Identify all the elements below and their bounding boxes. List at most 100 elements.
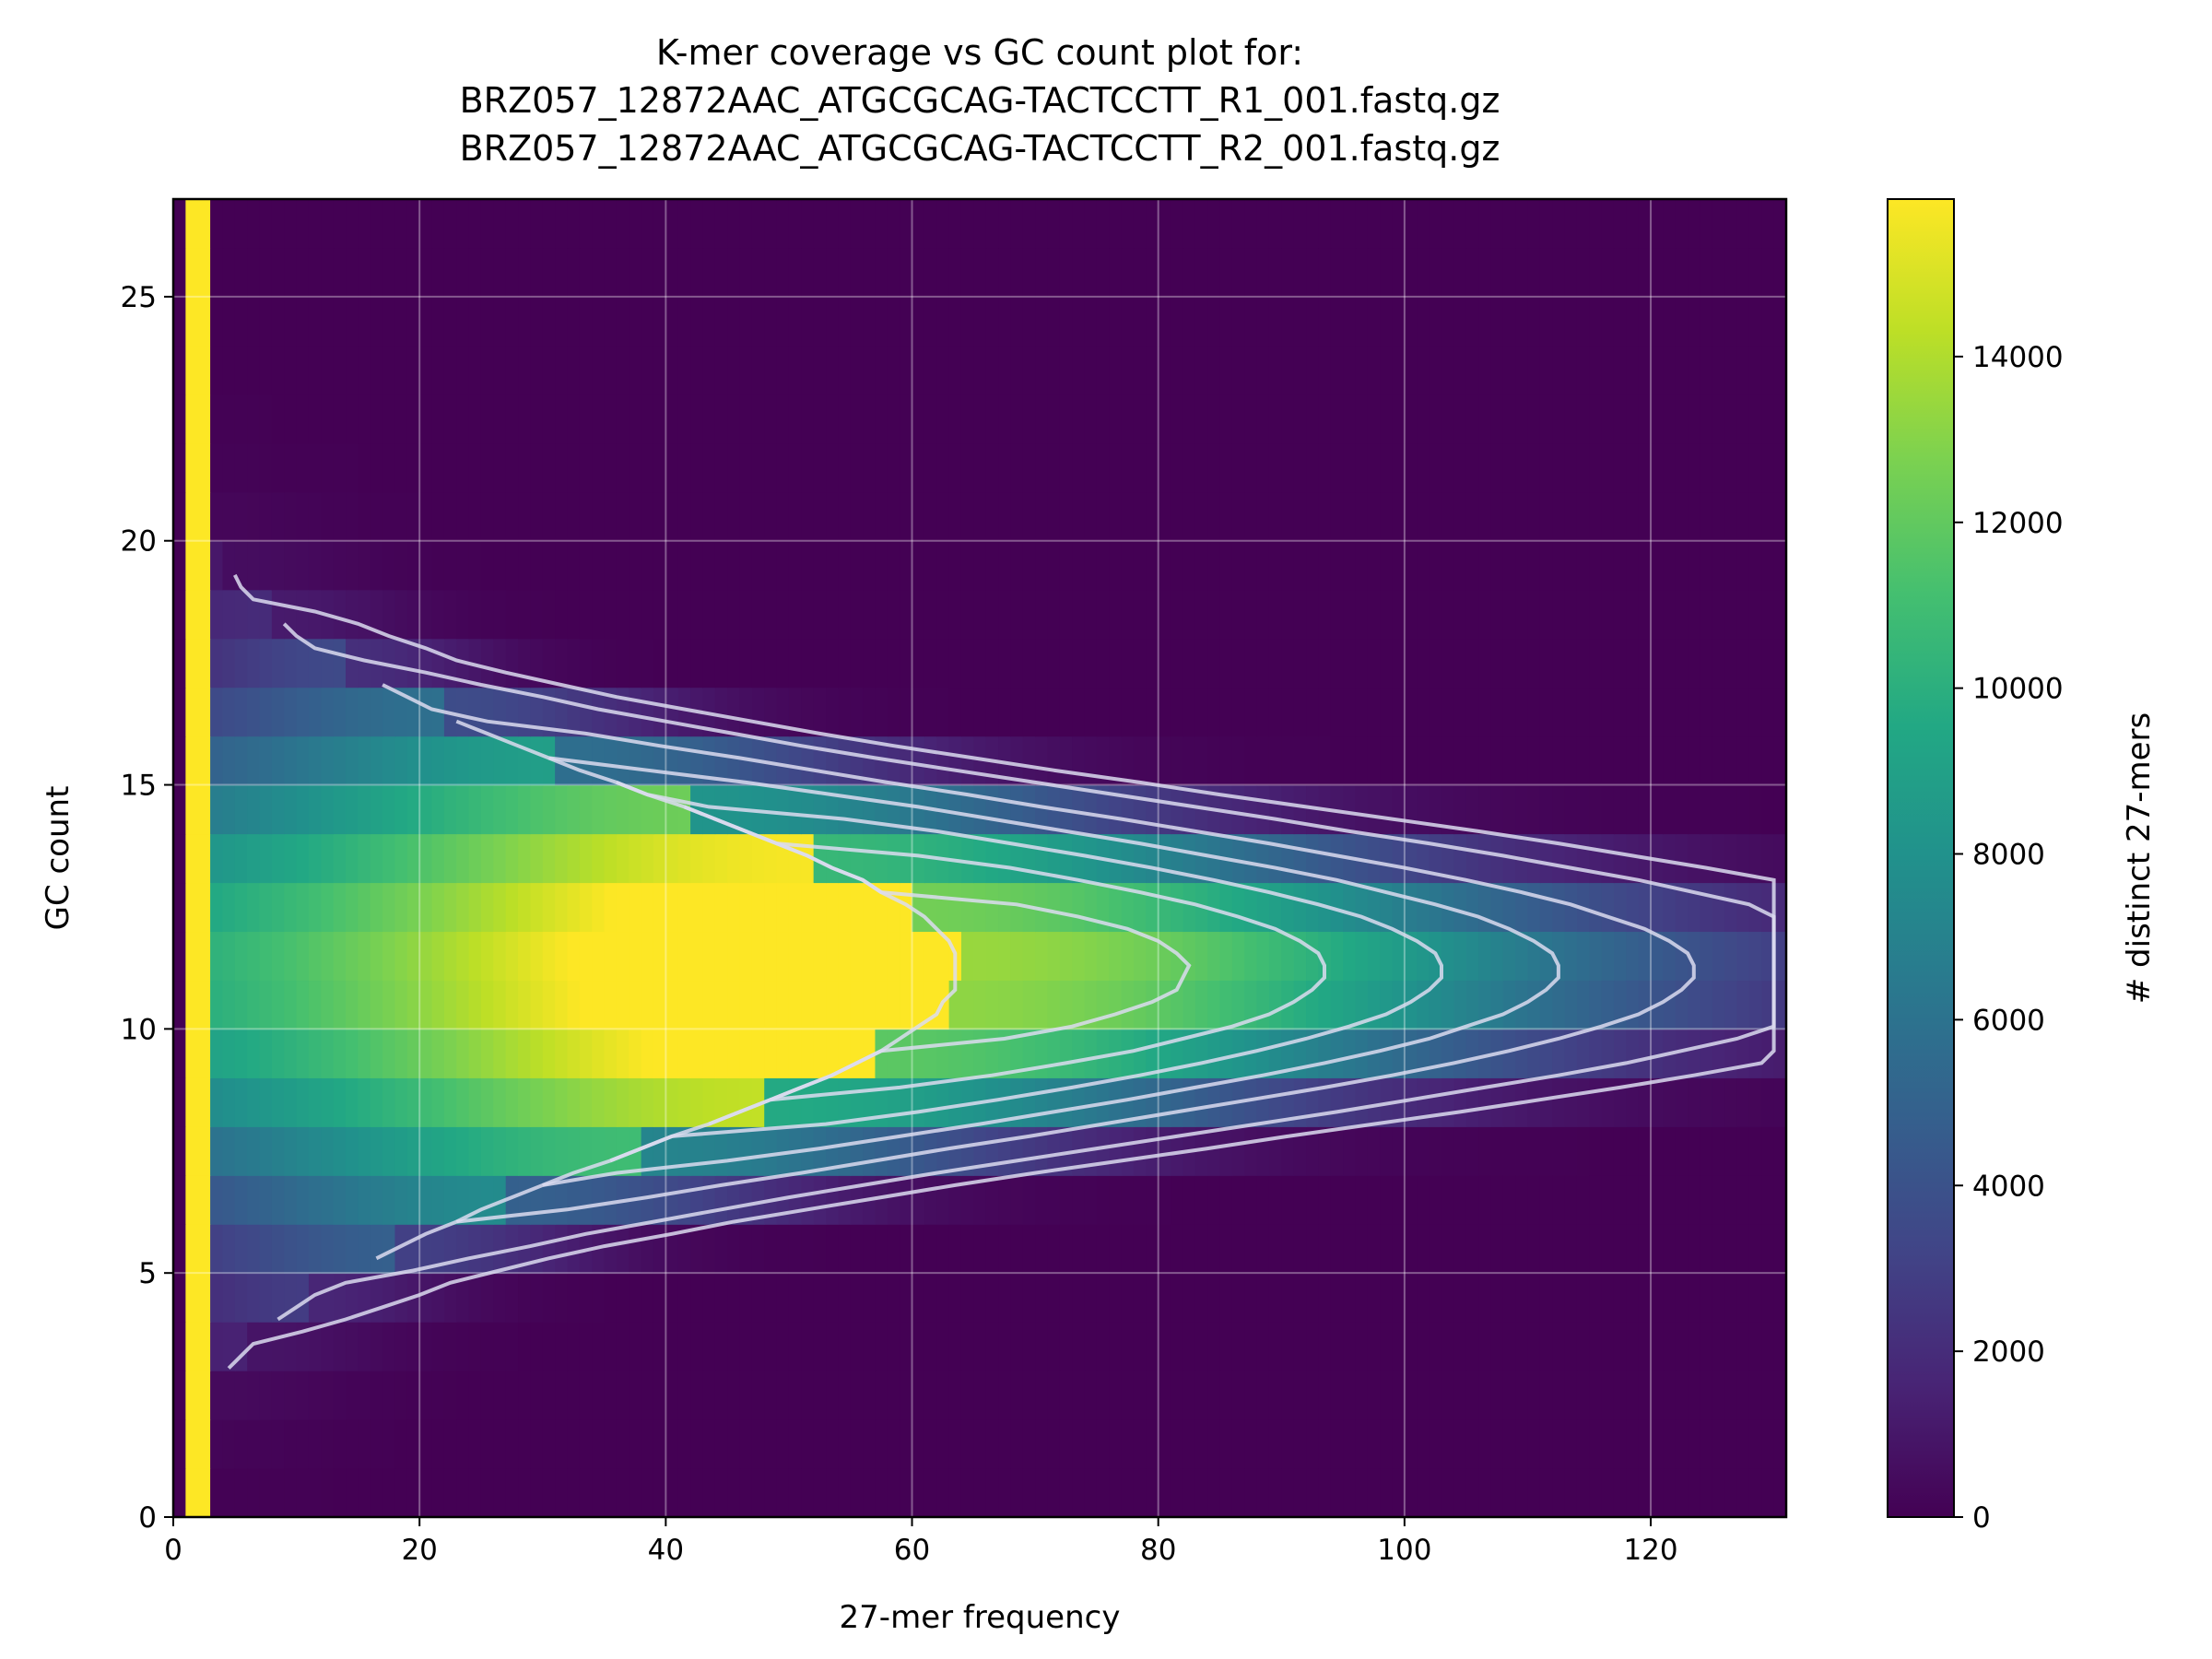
heatmap-cell: [321, 882, 335, 933]
heatmap-cell: [1638, 931, 1652, 982]
heatmap-cell: [456, 833, 470, 884]
heatmap-cell: [1404, 199, 1418, 249]
heatmap-cell: [271, 1371, 285, 1420]
heatmap-cell: [1490, 1371, 1504, 1420]
heatmap-cell: [1748, 1224, 1762, 1274]
heatmap-cell: [616, 1419, 629, 1469]
heatmap-cell: [333, 345, 347, 395]
heatmap-cell: [518, 442, 532, 493]
heatmap-cell: [788, 442, 802, 493]
heatmap-cell: [1417, 1224, 1430, 1274]
heatmap-cell: [1158, 394, 1171, 444]
heatmap-cell: [604, 784, 618, 835]
heatmap-cell: [1367, 296, 1381, 347]
heatmap-cell: [1380, 735, 1394, 786]
heatmap-cell: [406, 491, 420, 542]
heatmap-cell: [863, 1322, 877, 1371]
heatmap-cell: [259, 589, 273, 640]
heatmap-cell: [1268, 833, 1282, 884]
heatmap-cell: [1121, 1322, 1135, 1371]
heatmap-cell: [813, 687, 827, 737]
heatmap-cell: [419, 882, 433, 933]
heatmap-cell: [1638, 247, 1652, 298]
heatmap-cell: [308, 1126, 322, 1176]
heatmap-cell: [468, 1077, 482, 1127]
heatmap-cell: [887, 589, 900, 640]
heatmap-cell: [382, 931, 396, 982]
heatmap-cell: [1182, 589, 1196, 640]
heatmap-cell: [567, 247, 581, 298]
heatmap-cell: [1256, 589, 1270, 640]
heatmap-cell: [419, 1322, 433, 1371]
heatmap-cell: [1465, 1224, 1479, 1274]
heatmap-cell: [1355, 1322, 1369, 1371]
heatmap-cell: [751, 394, 765, 444]
heatmap-cell: [1035, 394, 1049, 444]
heatmap-cell: [1748, 1175, 1762, 1225]
heatmap-cell: [1465, 833, 1479, 884]
heatmap-cell: [1059, 638, 1073, 688]
heatmap-cell: [296, 491, 310, 542]
heatmap-cell: [727, 833, 741, 884]
heatmap-cell: [1773, 1273, 1787, 1323]
heatmap-cell: [653, 1224, 666, 1274]
heatmap-cell: [1688, 931, 1701, 982]
heatmap-cell: [826, 1224, 839, 1274]
heatmap-cell: [1231, 540, 1245, 591]
heatmap-cell: [813, 1468, 827, 1518]
heatmap-cell: [1651, 882, 1665, 933]
heatmap-cell: [1084, 1077, 1098, 1127]
heatmap-cell: [222, 247, 236, 298]
heatmap-cell: [210, 199, 224, 249]
heatmap-cell: [1219, 1371, 1233, 1420]
heatmap-cell: [480, 1419, 494, 1469]
heatmap-cell: [1207, 345, 1221, 395]
heatmap-cell: [813, 394, 827, 444]
heatmap-cell: [936, 735, 950, 786]
heatmap-cell: [234, 1077, 248, 1127]
heatmap-cell: [333, 833, 347, 884]
heatmap-cell: [1712, 980, 1725, 1030]
heatmap-cell: [1268, 1371, 1282, 1420]
heatmap-cell: [1392, 687, 1406, 737]
heatmap-cell: [1207, 735, 1221, 786]
heatmap-cell: [1515, 784, 1529, 835]
heatmap-cell: [973, 394, 987, 444]
heatmap-cell: [1035, 1029, 1049, 1078]
heatmap-cell: [863, 1029, 877, 1078]
heatmap-cell: [1306, 247, 1319, 298]
heatmap-cell: [1712, 1419, 1725, 1469]
heatmap-cell: [1564, 980, 1578, 1030]
heatmap-cell: [1330, 735, 1344, 786]
heatmap-cell: [173, 1175, 186, 1225]
heatmap-cell: [259, 442, 273, 493]
heatmap-cell: [1502, 1224, 1516, 1274]
heatmap-cell: [468, 540, 482, 591]
heatmap-cell: [1084, 931, 1098, 982]
heatmap-cell: [443, 1175, 457, 1225]
heatmap-cell: [284, 1468, 298, 1518]
heatmap-cell: [1059, 1175, 1073, 1225]
heatmap-cell: [173, 199, 186, 249]
heatmap-cell: [247, 442, 261, 493]
heatmap-cell: [1022, 784, 1036, 835]
heatmap-cell: [1096, 589, 1110, 640]
heatmap-cell: [1465, 735, 1479, 786]
heatmap-cell: [801, 1273, 815, 1323]
heatmap-cell: [641, 1029, 654, 1078]
heatmap-cell: [431, 784, 445, 835]
heatmap-cell: [259, 687, 273, 737]
heatmap-cell: [1515, 735, 1529, 786]
heatmap-cell: [1010, 1224, 1024, 1274]
heatmap-cell: [284, 735, 298, 786]
heatmap-cell: [875, 589, 888, 640]
heatmap-cell: [1761, 687, 1775, 737]
heatmap-cell: [764, 442, 778, 493]
heatmap-cell: [308, 1029, 322, 1078]
heatmap-cell: [912, 1029, 925, 1078]
heatmap-cell: [173, 247, 186, 298]
heatmap-cell: [1207, 394, 1221, 444]
heatmap-cell: [912, 735, 925, 786]
heatmap-cell: [1096, 1224, 1110, 1274]
heatmap-cell: [370, 1175, 383, 1225]
